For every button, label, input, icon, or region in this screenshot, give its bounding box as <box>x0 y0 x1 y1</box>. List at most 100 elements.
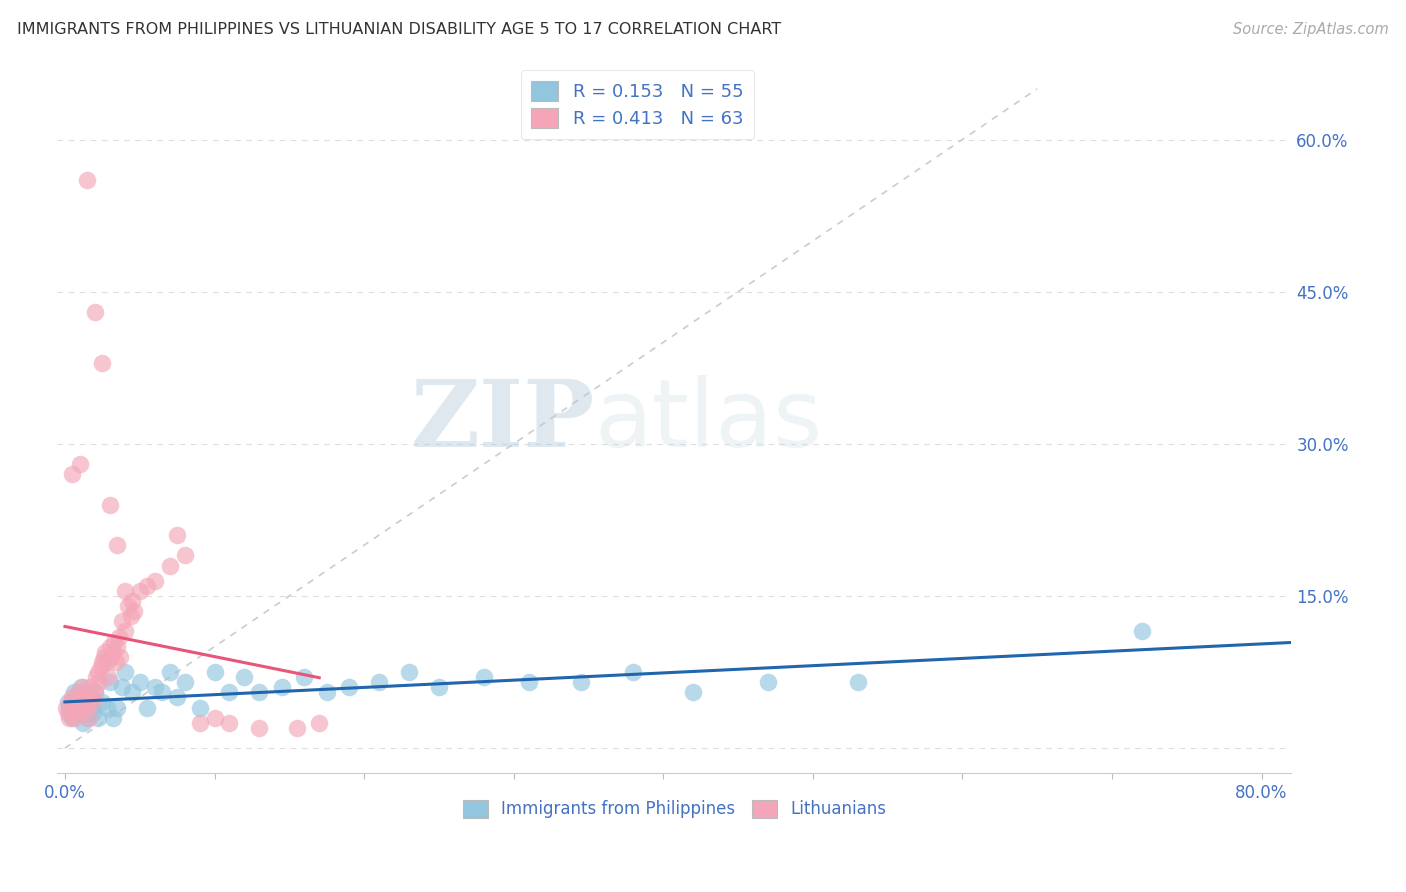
Point <box>337 680 360 694</box>
Point <box>91 356 114 370</box>
Point <box>87 665 110 679</box>
Legend: Immigrants from Philippines, Lithuanians: Immigrants from Philippines, Lithuanians <box>456 793 893 825</box>
Point <box>128 583 150 598</box>
Point <box>65 711 87 725</box>
Point <box>70 706 93 720</box>
Point <box>83 685 105 699</box>
Point <box>472 670 495 684</box>
Point <box>89 675 111 690</box>
Point <box>62 690 84 705</box>
Point <box>56 695 79 709</box>
Point <box>67 695 90 709</box>
Point <box>101 645 124 659</box>
Point <box>114 665 136 679</box>
Point <box>90 660 112 674</box>
Point <box>69 706 91 720</box>
Point <box>66 700 89 714</box>
Point <box>159 665 181 679</box>
Point <box>63 706 86 720</box>
Point <box>87 711 110 725</box>
Point <box>150 685 173 699</box>
Point <box>166 528 188 542</box>
Text: ZIP: ZIP <box>411 376 595 466</box>
Point <box>218 715 240 730</box>
Point <box>398 665 420 679</box>
Point <box>517 675 540 690</box>
Point <box>368 675 391 690</box>
Point <box>91 655 114 669</box>
Point <box>121 594 143 608</box>
Point <box>427 680 450 694</box>
Point <box>79 690 101 705</box>
Point <box>69 457 91 471</box>
Point <box>136 700 159 714</box>
Point <box>100 649 122 664</box>
Point <box>104 655 127 669</box>
Point <box>105 700 128 714</box>
Point <box>166 690 188 705</box>
Point <box>247 721 270 735</box>
Point <box>292 670 315 684</box>
Text: Source: ZipAtlas.com: Source: ZipAtlas.com <box>1233 22 1389 37</box>
Point <box>77 695 100 709</box>
Point <box>270 680 292 694</box>
Point <box>76 711 98 725</box>
Point <box>188 700 211 714</box>
Point <box>111 615 134 629</box>
Point <box>128 675 150 690</box>
Point <box>72 715 94 730</box>
Point <box>121 685 143 699</box>
Point <box>80 700 103 714</box>
Point <box>56 706 79 720</box>
Point <box>73 690 96 705</box>
Point <box>114 624 136 639</box>
Text: IMMIGRANTS FROM PHILIPPINES VS LITHUANIAN DISABILITY AGE 5 TO 17 CORRELATION CHA: IMMIGRANTS FROM PHILIPPINES VS LITHUANIA… <box>17 22 782 37</box>
Point <box>103 634 125 648</box>
Point <box>82 695 104 709</box>
Point <box>204 711 226 725</box>
Point <box>569 675 592 690</box>
Point <box>76 173 98 187</box>
Point <box>110 649 132 664</box>
Point <box>58 700 80 714</box>
Point <box>173 549 195 563</box>
Point <box>143 574 166 588</box>
Point <box>101 711 124 725</box>
Point <box>67 685 90 699</box>
Point <box>98 640 121 654</box>
Point <box>75 706 97 720</box>
Point <box>120 609 142 624</box>
Point <box>285 721 308 735</box>
Point <box>80 690 103 705</box>
Point <box>247 685 270 699</box>
Point <box>69 695 91 709</box>
Point <box>107 630 129 644</box>
Point <box>111 680 134 694</box>
Point <box>98 675 121 690</box>
Point <box>143 680 166 694</box>
Point <box>122 604 145 618</box>
Point <box>91 695 114 709</box>
Point <box>96 700 118 714</box>
Point <box>62 467 84 482</box>
Point <box>117 599 139 613</box>
Point <box>59 695 82 709</box>
Point <box>94 645 117 659</box>
Point <box>65 700 87 714</box>
Point <box>682 685 704 699</box>
Point <box>86 670 108 684</box>
Point <box>105 538 128 552</box>
Point <box>315 685 337 699</box>
Point <box>76 695 98 709</box>
Point <box>308 715 330 730</box>
Point <box>136 579 159 593</box>
Point <box>77 711 100 725</box>
Point <box>75 700 97 714</box>
Text: atlas: atlas <box>595 375 823 467</box>
Point <box>66 690 89 705</box>
Point <box>204 665 226 679</box>
Point <box>173 675 195 690</box>
Point <box>97 670 120 684</box>
Point <box>63 685 86 699</box>
Point <box>55 700 77 714</box>
